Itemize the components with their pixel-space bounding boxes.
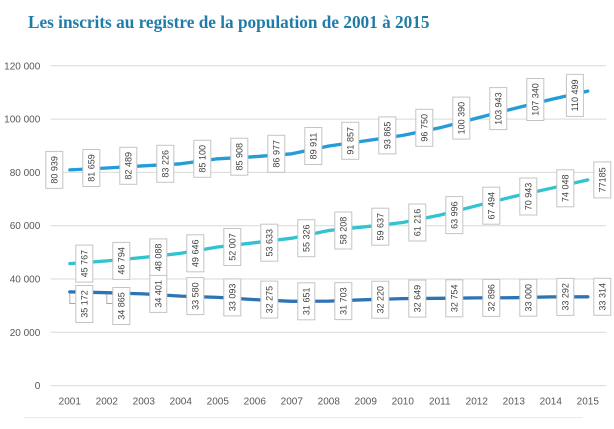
svg-text:110 499: 110 499	[570, 79, 580, 111]
svg-text:31 703: 31 703	[338, 287, 348, 315]
svg-text:85 100: 85 100	[198, 145, 208, 173]
svg-text:2008: 2008	[318, 397, 341, 408]
svg-text:33 314: 33 314	[598, 283, 608, 311]
svg-text:85 908: 85 908	[235, 143, 245, 171]
svg-text:100 390: 100 390	[457, 102, 467, 135]
svg-text:100 000: 100 000	[4, 115, 41, 126]
svg-text:89 911: 89 911	[309, 133, 319, 160]
svg-text:33 093: 33 093	[228, 284, 238, 312]
svg-text:33 000: 33 000	[524, 284, 534, 312]
svg-text:107 340: 107 340	[531, 83, 541, 116]
svg-text:2005: 2005	[207, 397, 230, 408]
svg-text:58 208: 58 208	[339, 217, 349, 245]
svg-text:31 651: 31 651	[302, 288, 312, 316]
svg-text:82 489: 82 489	[124, 152, 134, 180]
svg-text:61 216: 61 216	[413, 209, 423, 237]
svg-text:103 943: 103 943	[494, 92, 504, 125]
svg-text:32 896: 32 896	[487, 284, 497, 312]
svg-text:32 754: 32 754	[450, 285, 460, 313]
svg-text:2010: 2010	[392, 397, 415, 408]
svg-text:33 580: 33 580	[190, 282, 200, 310]
svg-text:Les inscrits au registre de la: Les inscrits au registre de la populatio…	[28, 12, 430, 32]
svg-text:33 292: 33 292	[561, 283, 571, 311]
svg-text:2007: 2007	[281, 397, 304, 408]
svg-text:2012: 2012	[466, 397, 489, 408]
svg-text:2013: 2013	[503, 397, 526, 408]
svg-text:2002: 2002	[96, 397, 119, 408]
svg-text:67 494: 67 494	[487, 192, 497, 220]
svg-text:55 326: 55 326	[302, 224, 312, 252]
svg-text:32 275: 32 275	[264, 286, 274, 314]
svg-text:2011: 2011	[429, 397, 451, 408]
svg-text:32 220: 32 220	[375, 286, 385, 314]
svg-text:60 000: 60 000	[10, 221, 41, 232]
svg-text:2004: 2004	[170, 397, 193, 408]
svg-text:40 000: 40 000	[10, 275, 41, 286]
svg-text:20 000: 20 000	[10, 328, 41, 339]
svg-text:49 646: 49 646	[191, 240, 201, 268]
svg-text:86 977: 86 977	[272, 140, 282, 168]
svg-text:32 649: 32 649	[412, 285, 422, 313]
svg-text:48 088: 48 088	[154, 244, 164, 272]
svg-text:81 659: 81 659	[87, 154, 97, 182]
svg-text:59 637: 59 637	[376, 213, 386, 241]
svg-text:2003: 2003	[133, 397, 156, 408]
svg-text:80 939: 80 939	[50, 156, 60, 184]
svg-text:93 865: 93 865	[383, 122, 393, 150]
svg-text:2015: 2015	[577, 397, 600, 408]
svg-text:34 865: 34 865	[117, 292, 127, 320]
svg-text:34 401: 34 401	[154, 280, 164, 308]
svg-text:83 226: 83 226	[161, 150, 171, 178]
svg-text:80 000: 80 000	[10, 168, 41, 179]
svg-text:53 633: 53 633	[265, 229, 275, 257]
svg-text:2006: 2006	[244, 397, 267, 408]
svg-text:70 943: 70 943	[524, 183, 534, 211]
svg-text:120 000: 120 000	[4, 61, 41, 72]
svg-text:45 767: 45 767	[79, 250, 89, 278]
svg-text:46 794: 46 794	[117, 247, 127, 275]
svg-text:0: 0	[35, 381, 41, 392]
svg-text:77185: 77185	[598, 167, 608, 192]
svg-text:2001: 2001	[59, 397, 82, 408]
svg-text:74 048: 74 048	[561, 175, 571, 203]
svg-text:2009: 2009	[355, 397, 378, 408]
svg-text:63 996: 63 996	[450, 201, 460, 229]
svg-text:35 172: 35 172	[80, 290, 90, 318]
svg-text:96 750: 96 750	[420, 114, 430, 142]
svg-text:91 857: 91 857	[346, 127, 356, 155]
svg-text:52 007: 52 007	[228, 233, 238, 261]
svg-text:2014: 2014	[540, 397, 563, 408]
